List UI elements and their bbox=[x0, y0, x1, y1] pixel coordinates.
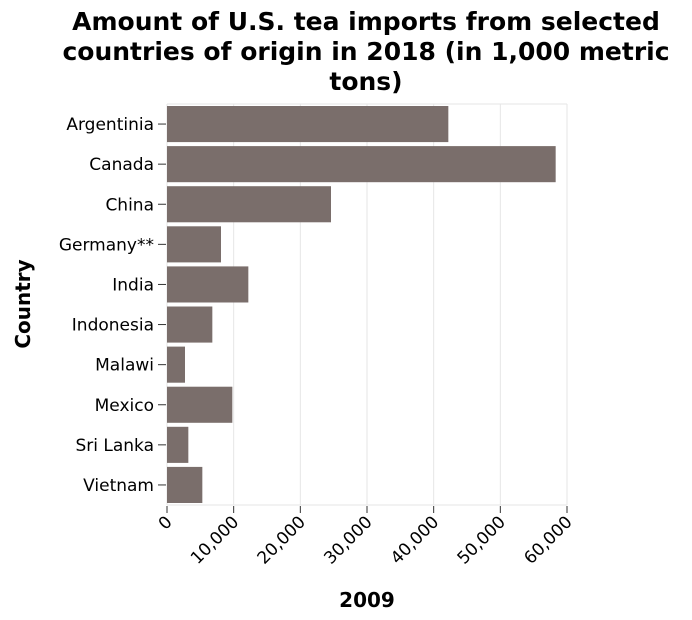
y-tick-label: Malawi bbox=[95, 356, 154, 376]
y-axis-title: Country bbox=[11, 259, 35, 348]
chart-title-line-1: Amount of U.S. tea imports from selected bbox=[72, 7, 660, 36]
y-tick-label: Germany** bbox=[59, 235, 154, 255]
bar-canada bbox=[167, 146, 556, 183]
x-axis-title: 2009 bbox=[339, 588, 395, 612]
y-tick-label: India bbox=[112, 275, 154, 295]
bar-vietnam bbox=[167, 466, 203, 503]
chart-title: Amount of U.S. tea imports from selected… bbox=[62, 7, 669, 96]
chart-title-line-3: tons) bbox=[329, 67, 402, 96]
chart-title-line-2: countries of origin in 2018 (in 1,000 me… bbox=[62, 37, 669, 66]
y-tick-label: Canada bbox=[89, 155, 154, 175]
bar-argentinia bbox=[167, 106, 449, 143]
x-tick-label: 40,000 bbox=[387, 512, 443, 568]
y-tick-label: Mexico bbox=[95, 396, 154, 416]
x-tick-label: 20,000 bbox=[254, 512, 310, 568]
bar-mexico bbox=[167, 386, 233, 423]
y-tick-label: Vietnam bbox=[83, 476, 154, 496]
y-tick-label: China bbox=[105, 195, 154, 215]
bars bbox=[167, 106, 556, 503]
bar-india bbox=[167, 266, 249, 303]
bar-china bbox=[167, 186, 331, 223]
x-tick-label: 30,000 bbox=[320, 512, 376, 568]
y-tick-label: Sri Lanka bbox=[75, 436, 154, 456]
x-tick-label: 60,000 bbox=[520, 512, 576, 568]
y-axis: Argentinia Canada China Germany** India Indon… bbox=[59, 115, 166, 496]
x-tick-label: 50,000 bbox=[454, 512, 510, 568]
bar-malawi bbox=[167, 346, 185, 383]
x-tick-label: 10,000 bbox=[187, 512, 243, 568]
bar-sri-lanka bbox=[167, 426, 189, 463]
x-tick-label: 0 bbox=[155, 512, 177, 534]
bar-germany bbox=[167, 226, 221, 263]
y-tick-label: Indonesia bbox=[72, 316, 154, 336]
x-axis: 0 10,000 20,000 30,000 40,000 50,000 60,000 bbox=[155, 506, 577, 569]
y-tick-label: Argentinia bbox=[66, 115, 154, 135]
bar-indonesia bbox=[167, 306, 213, 343]
